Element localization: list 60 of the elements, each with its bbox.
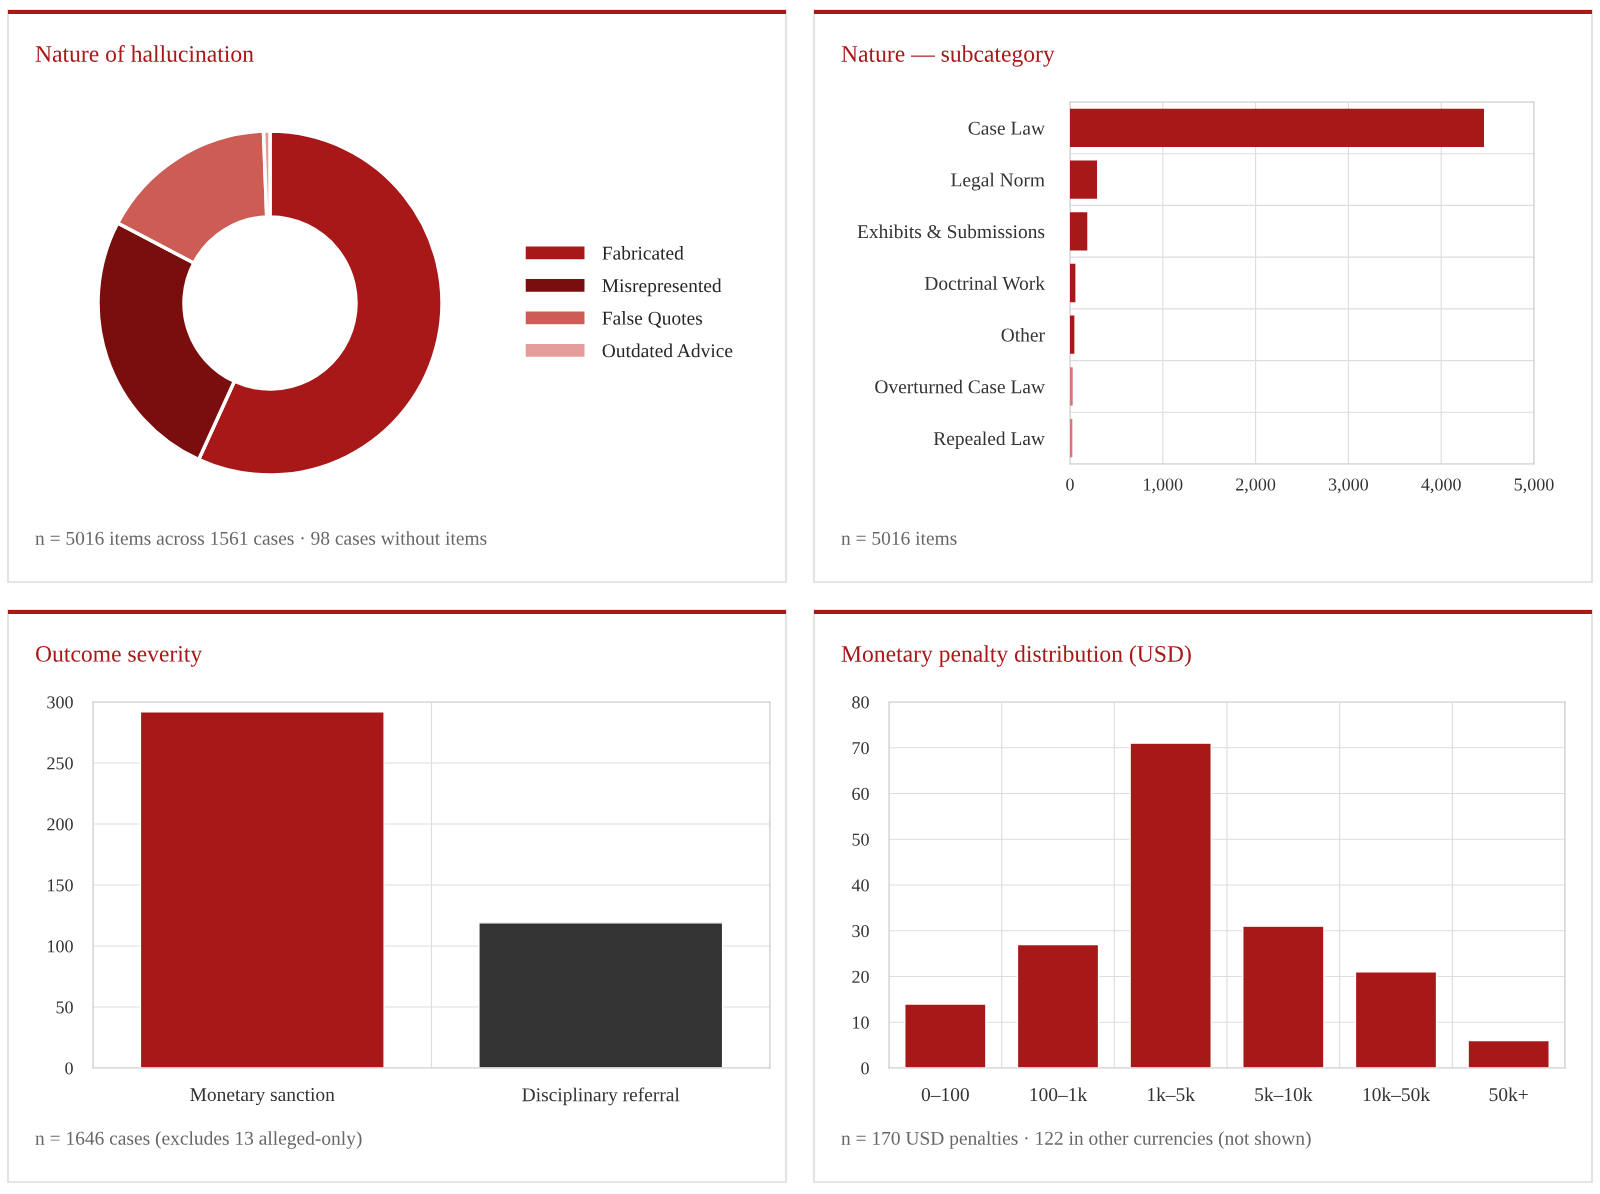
y-tick-label: 0 [65,1062,73,1075]
x-tick-label: 1,000 [1144,478,1183,494]
legend-label: Misrepresented [602,278,722,297]
legend-label: Outdated Advice [602,343,733,358]
text: n = 170 USD penalties · 122 in other currencies (not shown) [841,1131,1311,1149]
legend-label: Fabricated [602,246,684,260]
x-tick-label: 5k–10k [1255,1087,1313,1102]
text: n = 5016 items across 1561 cases · 98 cases without items [35,531,487,545]
bar [1070,212,1088,251]
y-tick-label: 80 [852,696,869,709]
y-tick-label: 200 [47,818,73,831]
x-tick-label: 0 [1066,478,1074,491]
bar [1070,315,1075,354]
y-tick-label: 20 [852,970,869,983]
chart-title: Outcome severity [35,645,203,667]
x-tick-label: 2,000 [1236,478,1276,494]
y-tick-label: 0 [861,1062,869,1075]
y-tick-label: 150 [48,879,73,892]
y-tick-label: 50 [56,1001,73,1014]
bar [1070,263,1076,303]
y-tick-label: 60 [852,787,869,800]
x-tick-label: 4,000 [1421,478,1461,494]
y-tick-label: 10 [853,1016,869,1029]
text: n = 5016 items [841,531,957,545]
chart-title: Nature of hallucination [35,45,254,62]
bar [1467,1039,1550,1068]
x-tick-label: 3,000 [1328,478,1369,494]
bar [1070,160,1098,199]
x-tick-label: Disciplinary referral [522,1087,680,1106]
y-tick-label: 100 [48,940,73,953]
y-tick-label: Repealed Law [933,431,1045,450]
bar [904,1003,987,1068]
chart-title: Nature — subcategory [841,45,1055,67]
y-tick-label: Exhibits & Submissions [857,224,1045,239]
legend-label: False Quotes [602,311,703,328]
bar [1070,108,1484,147]
text: n = 1646 cases (excludes 13 alleged-only) [35,1131,362,1149]
y-tick-label: 50 [852,833,869,846]
bar [1242,925,1325,1068]
y-tick-label: Case Law [968,121,1045,135]
x-tick-label: 5,000 [1514,478,1554,494]
bar [1354,971,1438,1068]
x-tick-label: 50k+ [1489,1087,1528,1102]
x-tick-label: 100–1k [1030,1087,1088,1102]
y-tick-label: 250 [47,757,73,770]
x-tick-label: 1k–5k [1148,1087,1195,1102]
y-tick-label: Overturned Case Law [875,379,1045,394]
x-tick-label: Monetary sanction [190,1088,335,1106]
y-tick-label: 300 [47,696,73,709]
x-tick-label: 10k–50k [1363,1087,1431,1102]
y-tick-label: Other [1001,327,1045,342]
y-tick-label: 40 [851,879,869,892]
y-tick-label: 30 [852,925,869,938]
bar [1129,742,1212,1068]
y-tick-label: Legal Norm [951,172,1045,191]
bar [1016,943,1100,1068]
y-tick-label: 70 [852,742,869,755]
y-tick-label: Doctrinal Work [924,276,1045,291]
chart-title: Monetary penalty distribution (USD) [841,645,1191,667]
x-tick-label: 0–100 [921,1088,969,1102]
